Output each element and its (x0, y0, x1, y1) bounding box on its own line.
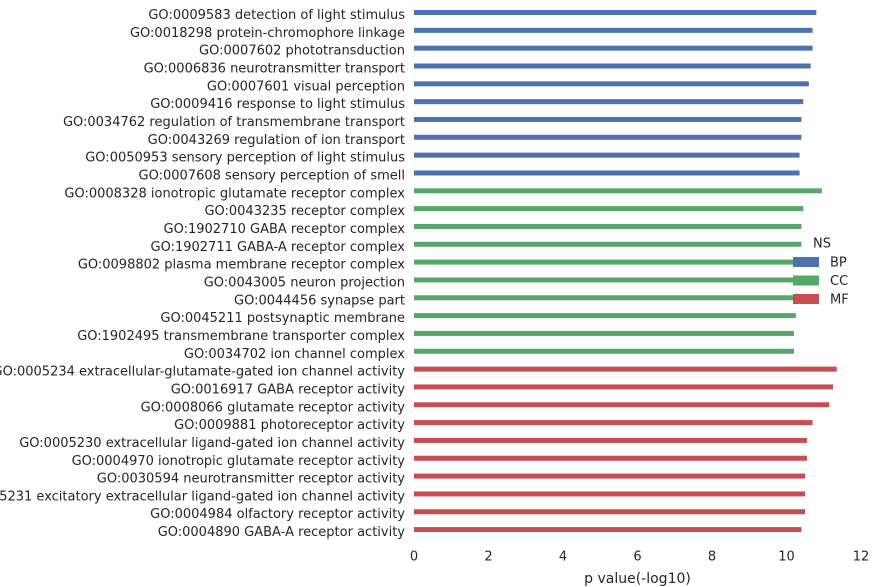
legend: NS BP CC MF (793, 237, 849, 308)
bars-layer (414, 10, 837, 533)
bar (414, 241, 802, 247)
bar (414, 170, 800, 176)
category-label: GO:0016917 GABA receptor activity (171, 382, 406, 397)
bar (414, 223, 802, 229)
bar (414, 152, 800, 158)
x-tick-label: 4 (559, 550, 567, 565)
category-label: GO:0005231 excitatory extracellular liga… (0, 489, 405, 504)
category-label: GO:0043235 receptor complex (204, 204, 405, 219)
bar (414, 188, 822, 194)
category-label: GO:0009881 photoreceptor activity (174, 418, 405, 433)
legend-swatch (793, 294, 819, 304)
legend-title: NS (813, 237, 831, 252)
bar (414, 99, 804, 105)
legend-entry-label: CC (830, 274, 848, 289)
category-label: GO:0004984 olfactory receptor activity (150, 507, 405, 522)
bar (414, 509, 806, 515)
category-label: GO:0098802 plasma membrane receptor comp… (78, 258, 405, 273)
x-tick-label: 6 (633, 550, 641, 565)
bar (414, 10, 817, 15)
bar (414, 330, 794, 336)
category-label: GO:0008066 glutamate receptor activity (141, 400, 406, 415)
category-label: GO:1902495 transmembrane transporter com… (77, 329, 405, 344)
bar (414, 259, 798, 265)
bar (414, 295, 798, 301)
bar (414, 348, 794, 354)
bar (414, 116, 802, 122)
category-label: GO:0009583 detection of light stimulus (148, 8, 405, 23)
category-label: GO:0004970 ionotropic glutamate receptor… (72, 454, 406, 469)
bar (414, 527, 802, 533)
category-label: GO:0009416 response to light stimulus (150, 97, 405, 112)
category-label: GO:0007602 phototransduction (199, 44, 405, 59)
x-tick-label: 10 (778, 550, 795, 565)
bar (414, 63, 811, 69)
category-label: GO:0007601 visual perception (207, 79, 405, 94)
category-label: GO:1902710 GABA receptor complex (164, 222, 406, 237)
bar (414, 313, 796, 319)
x-tick-label: 0 (410, 550, 418, 565)
bar (414, 81, 809, 87)
category-label: GO:1902711 GABA-A receptor complex (151, 240, 406, 255)
category-label: GO:0034702 ion channel complex (184, 347, 405, 362)
category-label: GO:0004890 GABA-A receptor activity (158, 525, 406, 540)
bar (414, 455, 807, 461)
category-label: GO:0018298 protein-chromophore linkage (130, 26, 405, 41)
bar (414, 420, 813, 426)
bar (414, 45, 813, 51)
category-label: GO:0043269 regulation of ion transport (148, 133, 405, 148)
category-label: GO:0050953 sensory perception of light s… (85, 151, 405, 166)
bar (414, 491, 806, 497)
bar (414, 473, 806, 479)
bar (414, 277, 798, 283)
x-tick-label: 8 (708, 550, 716, 565)
legend-entry-label: BP (830, 256, 847, 271)
category-labels: GO:0009583 detection of light stimulus GO… (0, 8, 405, 540)
x-axis-title: p value(-log10) (584, 571, 691, 587)
legend-swatch (793, 257, 819, 267)
category-label: GO:0005234 extracellular-glutamate-gated… (0, 365, 405, 380)
category-label: GO:0034762 regulation of transmembrane t… (63, 115, 405, 130)
category-label: GO:0045211 postsynaptic membrane (160, 311, 405, 326)
x-tick-label: 2 (484, 550, 492, 565)
bar (414, 206, 804, 212)
x-tick-label: 12 (853, 550, 870, 565)
legend-entry-label: MF (830, 293, 849, 308)
legend-swatch (793, 275, 819, 286)
bar (414, 402, 830, 408)
bar (414, 437, 807, 443)
bar (414, 366, 837, 372)
category-label: GO:0043005 neuron projection (204, 275, 405, 290)
x-axis: 0 2 4 6 8 10 12 (410, 550, 869, 565)
bar (414, 384, 834, 390)
category-label: GO:0005230 extracellular ligand-gated io… (19, 436, 405, 451)
bar (414, 134, 802, 140)
category-label: GO:0030594 neurotransmitter receptor act… (97, 472, 406, 487)
category-label: GO:0044456 synapse part (234, 293, 405, 308)
bar (414, 27, 813, 33)
category-label: GO:0007608 sensory perception of smell (139, 168, 405, 183)
category-label: GO:0006836 neurotransmitter transport (144, 61, 405, 76)
category-label: GO:0008328 ionotropic glutamate receptor… (64, 186, 405, 201)
